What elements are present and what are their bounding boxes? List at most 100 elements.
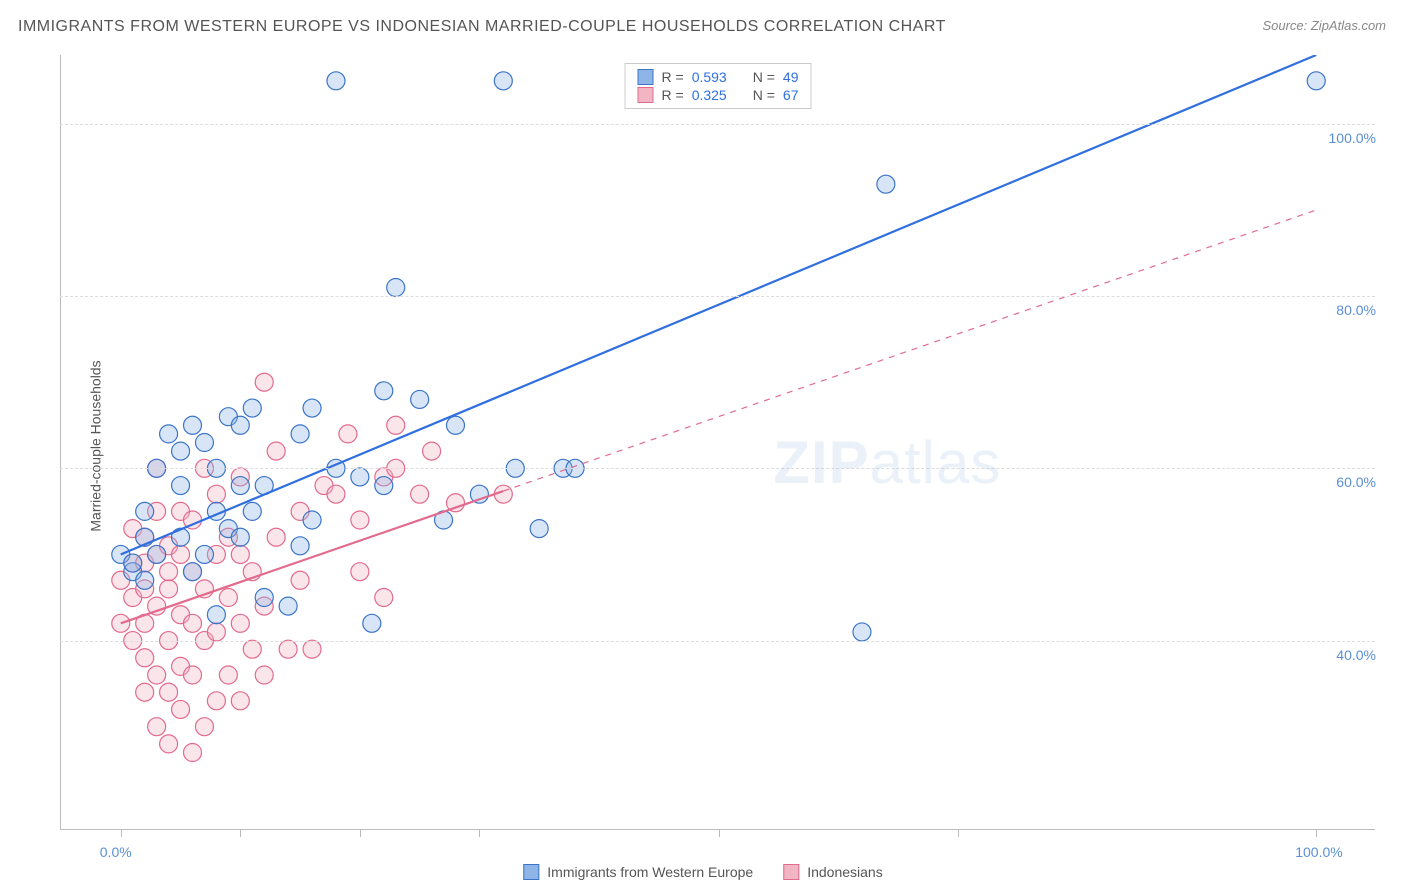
legend-swatch [638,69,654,85]
x-tick [1316,829,1317,837]
data-point-western_europe [136,571,154,589]
legend-stats-box: R = 0.593 N = 49 R = 0.325 N = 67 [625,63,812,109]
data-point-indonesians [160,683,178,701]
data-point-indonesians [255,666,273,684]
data-point-indonesians [160,580,178,598]
data-point-western_europe [148,545,166,563]
data-point-western_europe [124,554,142,572]
data-point-western_europe [195,545,213,563]
stat-n-label: N = [753,87,775,103]
y-tick-label: 60.0% [1336,474,1376,490]
data-point-western_europe [136,502,154,520]
data-point-indonesians [231,614,249,632]
data-point-indonesians [172,700,190,718]
data-point-western_europe [243,399,261,417]
bottom-legend-item: Indonesians [783,864,883,880]
data-point-western_europe [303,399,321,417]
legend-swatch [523,864,539,880]
x-tick-label: 0.0% [100,844,132,860]
data-point-western_europe [530,520,548,538]
y-tick-label: 80.0% [1336,302,1376,318]
data-point-western_europe [411,390,429,408]
data-point-indonesians [160,735,178,753]
data-point-western_europe [279,597,297,615]
data-point-western_europe [243,502,261,520]
stat-r-value: 0.325 [692,87,727,103]
data-point-western_europe [853,623,871,641]
data-point-indonesians [207,623,225,641]
bottom-legend: Immigrants from Western Europe Indonesian… [523,864,882,880]
legend-stats-row: R = 0.325 N = 67 [638,86,799,104]
source-attribution: Source: ZipAtlas.com [1262,18,1386,33]
legend-label: Indonesians [807,864,883,880]
legend-label: Immigrants from Western Europe [547,864,753,880]
y-tick-label: 40.0% [1336,647,1376,663]
data-point-western_europe [255,589,273,607]
x-tick [479,829,480,837]
data-point-indonesians [219,589,237,607]
gridline [60,124,1375,125]
data-point-indonesians [195,718,213,736]
data-point-indonesians [160,563,178,581]
legend-swatch [638,87,654,103]
data-point-indonesians [231,545,249,563]
data-point-indonesians [136,649,154,667]
data-point-western_europe [291,425,309,443]
data-point-indonesians [351,563,369,581]
bottom-legend-item: Immigrants from Western Europe [523,864,753,880]
x-tick [958,829,959,837]
stat-r-value: 0.593 [692,69,727,85]
data-point-western_europe [207,606,225,624]
stat-n-value: 67 [783,87,799,103]
data-point-indonesians [148,718,166,736]
data-point-western_europe [387,279,405,297]
data-point-indonesians [172,545,190,563]
data-point-western_europe [231,477,249,495]
data-point-western_europe [494,72,512,90]
data-point-western_europe [375,477,393,495]
stat-n-label: N = [753,69,775,85]
gridline [60,641,1375,642]
data-point-western_europe [184,416,202,434]
data-point-indonesians [267,528,285,546]
data-point-western_europe [363,614,381,632]
data-point-western_europe [327,72,345,90]
stat-r-label: R = [662,87,684,103]
legend-swatch [783,864,799,880]
plot-area: R = 0.593 N = 49 R = 0.325 N = 67 [60,55,1375,830]
gridline [60,468,1375,469]
data-point-western_europe [231,416,249,434]
data-point-indonesians [184,666,202,684]
data-point-western_europe [375,382,393,400]
y-tick-label: 100.0% [1329,130,1376,146]
data-point-indonesians [267,442,285,460]
data-point-indonesians [207,485,225,503]
gridline [60,296,1375,297]
data-point-western_europe [351,468,369,486]
data-point-indonesians [184,744,202,762]
data-point-indonesians [411,485,429,503]
x-tick [719,829,720,837]
data-point-western_europe [1307,72,1325,90]
data-point-indonesians [327,485,345,503]
data-point-western_europe [184,563,202,581]
regression-line-western_europe [121,55,1316,554]
data-point-indonesians [207,692,225,710]
data-point-indonesians [184,614,202,632]
legend-stats-row: R = 0.593 N = 49 [638,68,799,86]
data-point-indonesians [136,683,154,701]
x-tick [240,829,241,837]
data-point-indonesians [351,511,369,529]
data-point-indonesians [148,666,166,684]
data-point-western_europe [303,511,321,529]
data-point-western_europe [447,416,465,434]
data-point-indonesians [303,640,321,658]
data-point-indonesians [243,640,261,658]
x-tick [360,829,361,837]
data-point-western_europe [291,537,309,555]
data-point-indonesians [375,589,393,607]
stat-n-value: 49 [783,69,799,85]
data-point-indonesians [387,416,405,434]
data-point-western_europe [877,175,895,193]
data-point-western_europe [172,442,190,460]
